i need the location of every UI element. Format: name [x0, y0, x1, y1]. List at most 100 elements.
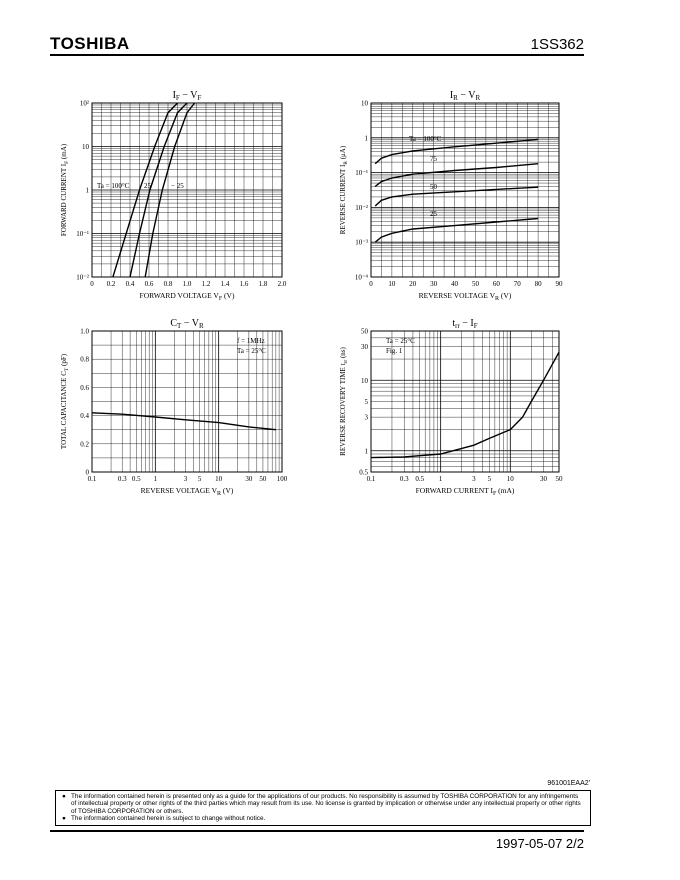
axis-label-sub: rr: [343, 360, 349, 364]
x-tick-label: 40: [451, 280, 459, 288]
x-tick-label: 90: [556, 280, 564, 288]
plot-frame: [370, 102, 560, 278]
plot-frame: [370, 330, 560, 473]
x-tick-label: 0.3: [118, 475, 127, 483]
y-axis-label: REVERSE CURRENT IR (μA): [339, 145, 349, 234]
axis-label-unit: (mA): [496, 486, 515, 495]
x-tick-label: 50: [556, 475, 564, 483]
axis-label-text: REVERSE VOLTAGE V: [141, 486, 218, 495]
title-sub: R: [199, 322, 204, 330]
disclaimer-text: The information contained herein is pres…: [71, 793, 581, 815]
title-sub: R: [453, 94, 458, 102]
y-tick-label: 3: [365, 414, 369, 422]
title-main: I: [450, 90, 453, 101]
bullet-icon: ●: [62, 815, 66, 823]
chart-2: 0 10 20 30 40 50 60 70 80 9010⁻⁴10⁻³10⁻²10⁻¹110IR…: [339, 90, 563, 302]
y-tick-label: 10: [361, 100, 369, 108]
x-tick-label: 70: [514, 280, 522, 288]
x-axis-label: REVERSE VOLTAGE VR (V): [419, 291, 512, 302]
document-code: 961001EAA2': [547, 780, 590, 787]
title-sub: F: [474, 322, 478, 330]
y-tick-label: 10: [361, 377, 369, 385]
y-tick-label: 1: [365, 134, 369, 142]
axis-label-sub: F: [64, 161, 70, 164]
axis-label-text: FORWARD CURRENT I: [416, 486, 494, 495]
chart-1: 0 0.2 0.4 0.6 0.8 1.0 1.2 1.4 1.6 1.8 2.0 10⁻² 10⁻¹ 1…: [60, 90, 287, 302]
chart-title: CT − VR: [170, 318, 204, 330]
chart-annotation: f = 1MHz: [237, 337, 265, 345]
x-tick-label: 3: [184, 475, 188, 483]
chart-title: trr − IF: [452, 318, 477, 330]
chart-annotation: Ta = 100°C: [97, 182, 130, 190]
title-sep: − I: [460, 318, 474, 329]
chart-annotation: Ta = 100°C: [409, 135, 442, 143]
series-line: [370, 351, 560, 459]
header-rule: [50, 54, 584, 56]
x-tick-label: 0.4: [126, 280, 135, 288]
x-tick-label: 0.1: [367, 475, 376, 483]
x-tick-label: 1: [154, 475, 158, 483]
axis-label-unit: (pF): [60, 353, 68, 367]
disclaimer-text: The information contained herein is subj…: [71, 815, 266, 823]
chart-title: IR − VR: [450, 90, 481, 102]
axis-label-text: REVERSE RECOVERY TIME t: [339, 363, 347, 455]
x-tick-label: 0.8: [164, 280, 173, 288]
bullet-icon: ●: [62, 793, 66, 800]
axis-label-sub: T: [64, 367, 70, 371]
x-tick-label: 1.2: [202, 280, 211, 288]
y-tick-label: 1: [365, 447, 369, 455]
title-sub: R: [476, 94, 481, 102]
series-line: [374, 186, 539, 207]
title-main: I: [173, 90, 176, 101]
axis-label-unit: (V): [499, 291, 512, 300]
axis-label-unit: (V): [221, 486, 234, 495]
x-tick-label: 2.0: [278, 280, 287, 288]
y-tick-label: 10⁻²: [76, 274, 89, 282]
chart-annotation: Fig. 1: [386, 347, 403, 355]
x-tick-label: 0: [369, 280, 373, 288]
y-tick-label: 0.8: [80, 356, 89, 364]
series-line: [144, 102, 196, 278]
x-tick-label: 100: [277, 475, 288, 483]
y-tick-label: 50: [361, 328, 369, 336]
x-tick-label: 10: [388, 280, 396, 288]
y-tick-label: 10⁻¹: [355, 169, 368, 177]
x-axis-label: FORWARD CURRENT IF (mA): [416, 486, 515, 497]
axis-label-unit: (ns): [339, 346, 347, 359]
title-main: t: [452, 318, 455, 329]
x-tick-label: 5: [488, 475, 492, 483]
x-tick-label: 0.5: [415, 475, 424, 483]
series-line: [374, 138, 539, 165]
y-axis-label: TOTAL CAPACITANCE CT (pF): [60, 353, 70, 449]
axis-label-text: TOTAL CAPACITANCE C: [60, 371, 68, 449]
x-tick-label: 50: [472, 280, 480, 288]
grid: [370, 102, 560, 278]
x-tick-label: 0.6: [145, 280, 154, 288]
y-axis-label: FORWARD CURRENT IF (mA): [60, 143, 70, 236]
series-line: [374, 163, 539, 187]
axis-label-unit: (V): [222, 291, 235, 300]
axis-label-sub: R: [495, 296, 499, 302]
x-tick-label: 50: [259, 475, 267, 483]
chart-annotation: − 25: [171, 182, 184, 190]
part-number: 1SS362: [530, 36, 584, 53]
disclaimer-item: ● The information contained herein is pr…: [62, 793, 584, 815]
y-tick-label: 10⁻³: [355, 239, 368, 247]
chart-title: IF − VF: [173, 90, 202, 102]
x-tick-label: 0.3: [400, 475, 409, 483]
title-sub: F: [176, 94, 180, 102]
chart-annotation: Ta = 25°C: [237, 347, 266, 355]
y-tick-label: 10²: [80, 100, 89, 108]
plot-frame: [91, 330, 283, 473]
x-tick-label: 3: [472, 475, 476, 483]
y-tick-label: 30: [361, 343, 369, 351]
title-sep: − V: [181, 318, 199, 329]
y-tick-label: 0.6: [80, 384, 89, 392]
axis-label-sub: F: [493, 491, 497, 497]
y-tick-label: 1.0: [80, 328, 89, 336]
title-sub: F: [198, 94, 202, 102]
y-axis-label: REVERSE RECOVERY TIME trr (ns): [339, 346, 349, 455]
title-sep: − V: [180, 90, 198, 101]
x-tick-label: 80: [535, 280, 543, 288]
